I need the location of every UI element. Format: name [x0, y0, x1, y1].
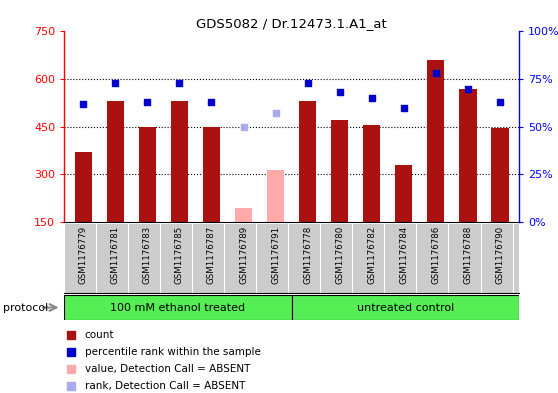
Point [303, 80, 312, 86]
Text: rank, Detection Call = ABSENT: rank, Detection Call = ABSENT [85, 381, 245, 391]
Text: GSM1176788: GSM1176788 [463, 225, 472, 284]
Text: untreated control: untreated control [357, 303, 454, 312]
Bar [138, 127, 156, 222]
Text: 100 mM ethanol treated: 100 mM ethanol treated [110, 303, 246, 312]
Bar [267, 170, 285, 222]
Bar [171, 101, 188, 222]
Bar [363, 125, 381, 222]
Title: GDS5082 / Dr.12473.1.A1_at: GDS5082 / Dr.12473.1.A1_at [196, 17, 387, 30]
Bar [395, 165, 412, 222]
Bar [299, 101, 316, 222]
Point [111, 80, 120, 86]
Text: GSM1176784: GSM1176784 [399, 225, 408, 284]
Point [496, 99, 504, 105]
Bar [203, 127, 220, 222]
Text: GSM1176791: GSM1176791 [271, 225, 280, 283]
Point [66, 349, 75, 355]
Text: GSM1176789: GSM1176789 [239, 225, 248, 283]
Bar [459, 88, 477, 222]
Text: count: count [85, 330, 114, 340]
Text: protocol: protocol [3, 303, 48, 312]
Point [399, 105, 408, 111]
Text: GSM1176780: GSM1176780 [335, 225, 344, 284]
Point [271, 110, 280, 117]
Point [79, 101, 88, 107]
Text: GSM1176781: GSM1176781 [111, 225, 120, 284]
Text: GSM1176785: GSM1176785 [175, 225, 184, 284]
Text: GSM1176790: GSM1176790 [495, 225, 504, 283]
Bar [291, 295, 519, 320]
Point [367, 95, 376, 101]
Bar [427, 60, 445, 222]
Bar [331, 120, 348, 222]
Text: value, Detection Call = ABSENT: value, Detection Call = ABSENT [85, 364, 250, 374]
Point [207, 99, 216, 105]
Text: GSM1176779: GSM1176779 [79, 225, 88, 283]
Bar [235, 208, 252, 222]
Point [239, 123, 248, 130]
Bar [491, 129, 508, 222]
Bar [64, 295, 291, 320]
Text: GSM1176786: GSM1176786 [431, 225, 440, 284]
Bar [75, 152, 92, 222]
Text: GSM1176783: GSM1176783 [143, 225, 152, 284]
Bar [107, 101, 124, 222]
Point [431, 70, 440, 77]
Point [143, 99, 152, 105]
Point [463, 86, 472, 92]
Text: GSM1176778: GSM1176778 [303, 225, 312, 284]
Point [66, 383, 75, 389]
Point [335, 89, 344, 95]
Point [175, 80, 184, 86]
Text: GSM1176782: GSM1176782 [367, 225, 376, 284]
Point [66, 366, 75, 372]
Text: percentile rank within the sample: percentile rank within the sample [85, 347, 261, 357]
Text: GSM1176787: GSM1176787 [207, 225, 216, 284]
Point [66, 332, 75, 338]
